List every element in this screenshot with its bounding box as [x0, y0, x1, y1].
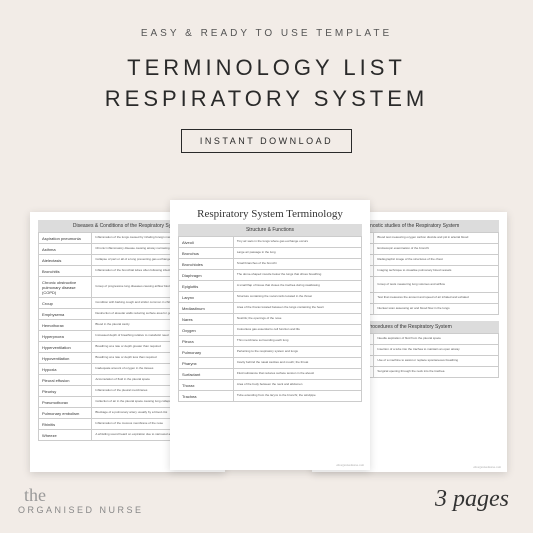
term-cell: Chronic obstructive pulmonary disease (C… [39, 277, 92, 298]
table-row: PulmonaryPertaining to the respiratory s… [179, 347, 362, 358]
table-row: EpiglottisA small flap of tissue that cl… [179, 281, 362, 292]
table-row: LarynxStructure containing the vocal cor… [179, 292, 362, 303]
term-cell: Bronchitis [39, 266, 92, 277]
table-row: ThoraxArea of the body between the neck … [179, 380, 362, 391]
term-cell: Aspiration pneumonia [39, 233, 92, 244]
definition-cell: Colourless gas essential to cell functio… [233, 325, 361, 336]
brand-script: the [24, 489, 144, 502]
term-cell: Mediastinum [179, 303, 234, 314]
title-line-1: TERMINOLOGY LIST [127, 55, 406, 80]
term-cell: Pulmonary [179, 347, 234, 358]
definition-cell: A small flap of tissue that closes the t… [233, 281, 361, 292]
product-title: TERMINOLOGY LIST RESPIRATORY SYSTEM [0, 53, 533, 115]
definition-cell: Thin membrane surrounding each lung [233, 336, 361, 347]
term-cell: Croup [39, 298, 92, 309]
definition-cell: Nuclear scan assessing air and blood flo… [374, 304, 499, 315]
term-cell: Surfactant [179, 369, 234, 380]
brand-footer: the ORGANISED NURSE [18, 489, 144, 517]
definition-cell: Nostrils; the openings of the nose [233, 314, 361, 325]
term-cell: Pleurisy [39, 386, 92, 397]
definition-cell: Structure containing the vocal cords loc… [233, 292, 361, 303]
table-row: BronchusLarge air passage in the lung [179, 248, 362, 259]
table-row: OxygenColourless gas essential to cell f… [179, 325, 362, 336]
term-cell: Pharynx [179, 358, 234, 369]
table-row: NaresNostrils; the openings of the nose [179, 314, 362, 325]
term-cell: Hypoxia [39, 364, 92, 375]
term-cell: Wheeze [39, 430, 92, 441]
definition-cell: Radiographic image of the structures of … [374, 255, 499, 266]
definition-cell: Pertaining to the respiratory system and… [233, 347, 361, 358]
table-structure: AlveoliTiny air sacs in the lungs where … [178, 236, 362, 402]
definition-cell: Blood test measuring oxygen carbon dioxi… [374, 233, 499, 244]
definition-cell: Tube extending from the larynx to the br… [233, 391, 361, 402]
term-cell: Bronchus [179, 248, 234, 259]
definition-cell: Area of the body between the neck and ab… [233, 380, 361, 391]
table-row: AlveoliTiny air sacs in the lungs where … [179, 237, 362, 248]
definition-cell: Large air passage in the lung [233, 248, 361, 259]
definition-cell: Insertion of a tube into the trachea to … [374, 345, 499, 356]
instant-download-button[interactable]: INSTANT DOWNLOAD [181, 129, 352, 153]
title-line-2: RESPIRATORY SYSTEM [105, 86, 428, 111]
term-cell: Oxygen [179, 325, 234, 336]
table-row: PharynxCavity behind the nasal cavities … [179, 358, 362, 369]
definition-cell: Needle aspiration of fluid from the pleu… [374, 334, 499, 345]
definition-cell: Small branches of the bronchi [233, 259, 361, 270]
term-cell: Hypoventilation [39, 353, 92, 364]
table-row: DiaphragmThe dome-shaped muscle below th… [179, 270, 362, 281]
term-cell: Nares [179, 314, 234, 325]
page-url: ethorganisednurse.com [336, 463, 364, 467]
page-title-script: Respiratory System Terminology [178, 208, 362, 220]
term-cell: Epiglottis [179, 281, 234, 292]
term-cell: Rhinitis [39, 419, 92, 430]
term-cell: Pleural effusion [39, 375, 92, 386]
term-cell: Larynx [179, 292, 234, 303]
term-cell: Pleura [179, 336, 234, 347]
page-count: 3 pages [435, 486, 509, 513]
term-cell: Hyperventilation [39, 342, 92, 353]
term-cell: Pulmonary embolism [39, 408, 92, 419]
table-row: BronchiolesSmall branches of the bronchi [179, 259, 362, 270]
tagline: EASY & READY TO USE TEMPLATE [0, 28, 533, 39]
definition-cell: Tiny air sacs in the lungs where gas exc… [233, 237, 361, 248]
brand-name: ORGANISED NURSE [18, 505, 144, 515]
section-header-structure: Structure & Functions [178, 224, 362, 236]
definition-cell: Fluid substance that reduces surface ten… [233, 369, 361, 380]
definition-cell: Endoscopic examination of the bronchi [374, 244, 499, 255]
term-cell: Hyperpnoea [39, 331, 92, 342]
term-cell: Pneumothorax [39, 397, 92, 408]
term-cell: Hemothorax [39, 320, 92, 331]
term-cell: Emphysema [39, 309, 92, 320]
header: EASY & READY TO USE TEMPLATE TERMINOLOGY… [0, 0, 533, 153]
term-cell: Diaphragm [179, 270, 234, 281]
term-cell: Thorax [179, 380, 234, 391]
term-cell: Trachea [179, 391, 234, 402]
table-row: SurfactantFluid substance that reduces s… [179, 369, 362, 380]
preview-pages: Diseases & Conditions of the Respiratory… [0, 200, 533, 480]
definition-cell: Test that measures the amount and speed … [374, 293, 499, 304]
definition-cell: Cavity behind the nasal cavities and mou… [233, 358, 361, 369]
definition-cell: Area of the thorax located between the l… [233, 303, 361, 314]
term-cell: Alveoli [179, 237, 234, 248]
page-url: ethorganisednurse.com [473, 465, 501, 469]
table-row: TracheaTube extending from the larynx to… [179, 391, 362, 402]
definition-cell: Use of a machine to assist or replace sp… [374, 356, 499, 367]
definition-cell: Group of tests measuring lung volumes an… [374, 277, 499, 293]
preview-page-center: Respiratory System Terminology Structure… [170, 200, 370, 470]
term-cell: Bronchioles [179, 259, 234, 270]
definition-cell: Surgical opening through the neck into t… [374, 367, 499, 378]
term-cell: Asthma [39, 244, 92, 255]
term-cell: Atelectasis [39, 255, 92, 266]
definition-cell: Imaging technique to visualise pulmonary… [374, 266, 499, 277]
table-row: MediastinumArea of the thorax located be… [179, 303, 362, 314]
table-row: PleuraThin membrane surrounding each lun… [179, 336, 362, 347]
definition-cell: The dome-shaped muscle below the lungs t… [233, 270, 361, 281]
